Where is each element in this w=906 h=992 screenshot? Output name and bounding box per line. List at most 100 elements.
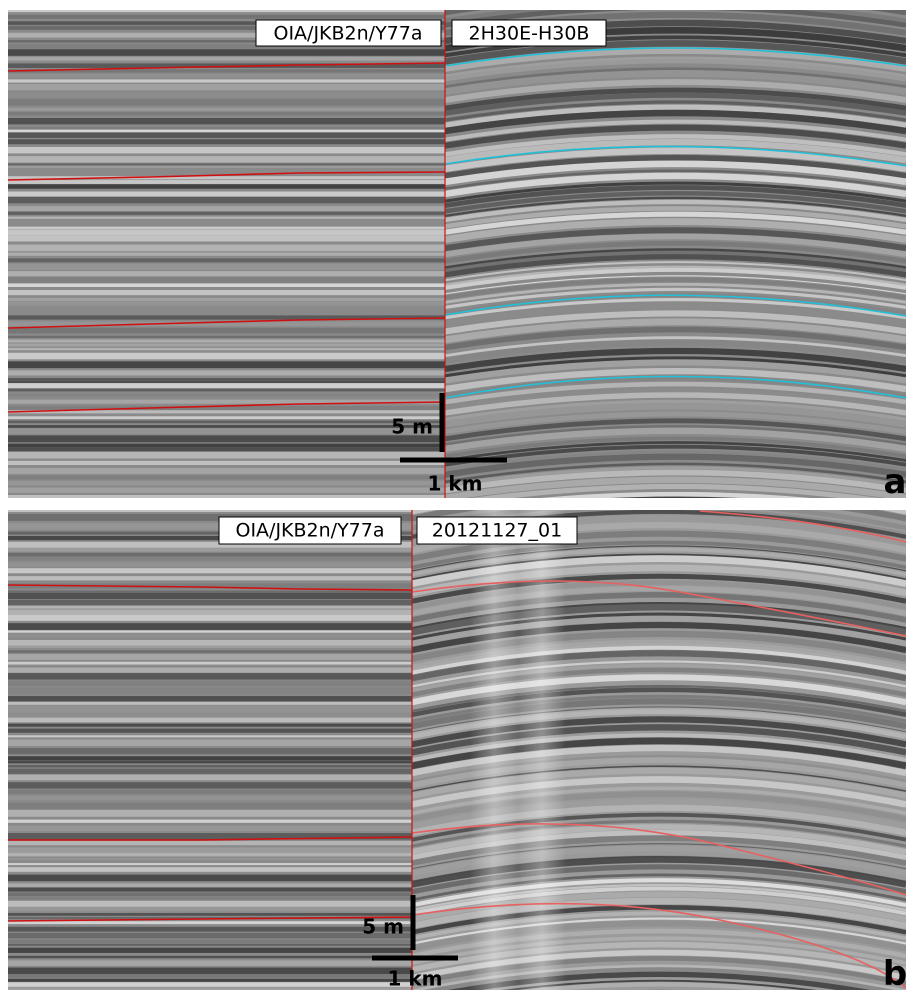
- horizontal-scale: 1 km: [427, 472, 482, 496]
- layer-stripe: [445, 318, 906, 344]
- layer-stripe: [8, 955, 412, 959]
- layer-stripe: [445, 147, 906, 172]
- layer-stripe: [8, 361, 445, 369]
- layer-stripe: [445, 392, 906, 416]
- layer-stripe: [8, 614, 412, 621]
- layer-stripe: [8, 926, 412, 932]
- layer-stripe: [8, 863, 412, 866]
- layer-stripe: [445, 425, 906, 446]
- layer-stripe: [8, 782, 412, 789]
- layer-stripe: [445, 79, 906, 103]
- layer-stripe: [8, 717, 412, 723]
- layer-stripe: [8, 687, 412, 695]
- layer-stripe: [8, 583, 412, 589]
- layer-stripe: [8, 40, 445, 43]
- layer-stripe: [445, 240, 906, 264]
- layer-stripe: [8, 258, 445, 263]
- layer-stripe: [445, 261, 906, 282]
- horizon: [8, 836, 413, 841]
- layer-stripe: [8, 184, 445, 189]
- layer-stripe: [8, 556, 412, 561]
- layer-stripe: [8, 531, 412, 535]
- layer-stripe: [445, 35, 906, 58]
- layer-stripe: [8, 163, 445, 166]
- layer-stripe: [8, 92, 445, 97]
- layer-stripe: [8, 795, 412, 800]
- layer-stripe: [8, 756, 412, 761]
- layer-stripe: [8, 982, 412, 987]
- layer-stripe: [445, 356, 906, 378]
- layer-stripe: [445, 87, 906, 111]
- layer-stripe: [8, 943, 412, 946]
- layer-stripe: [8, 343, 445, 347]
- layer-stripe: [445, 172, 906, 198]
- layer-stripe: [445, 462, 906, 484]
- right-tag: 20121127_01: [432, 520, 562, 542]
- tag-box: [416, 516, 578, 545]
- layer-stripe: [8, 535, 412, 541]
- layer-stripe: [8, 308, 445, 315]
- horizon: [7, 401, 446, 413]
- layer-stripe: [8, 146, 445, 154]
- layer-stripe: [445, 181, 906, 203]
- horizon: [444, 145, 906, 167]
- layer-stripe: [445, 104, 906, 128]
- layer-stripe: [8, 916, 412, 920]
- layer-stripe: [8, 301, 445, 306]
- layer-stripe: [8, 599, 412, 606]
- layer-stripe: [8, 513, 412, 521]
- layer-stripe: [8, 211, 445, 215]
- layer-stripe: [8, 220, 445, 227]
- layer-stripe: [8, 352, 445, 360]
- layer-stripe: [8, 410, 445, 414]
- layer-stripe: [8, 435, 445, 443]
- layer-stripe: [8, 900, 412, 907]
- horizon: [7, 916, 413, 922]
- layer-stripe: [445, 134, 906, 157]
- layer-stripe: [445, 367, 906, 393]
- layer-stripe: [8, 277, 445, 283]
- layer-stripe: [8, 10, 445, 13]
- layer-stripe: [8, 467, 445, 474]
- layer-stripe: [8, 289, 445, 296]
- layer-stripe: [445, 444, 906, 467]
- layer-stripe: [8, 216, 445, 219]
- layer-stripe: [8, 932, 412, 939]
- layer-stripe: [8, 673, 412, 680]
- layer-stripe: [445, 411, 906, 435]
- layer-stripe: [8, 987, 412, 990]
- layer-stripe: [540, 491, 811, 498]
- layer-stripe: [8, 705, 412, 713]
- layer-stripe: [445, 67, 906, 89]
- horizons: [7, 510, 906, 990]
- layer-stripe: [8, 552, 412, 557]
- layer-stripe: [445, 436, 906, 459]
- layer-stripe: [8, 960, 412, 966]
- layer-stripe: [445, 359, 906, 384]
- layer-stripe: [8, 132, 445, 138]
- layer-stripe: [8, 420, 445, 424]
- bright-band: [470, 510, 630, 990]
- horizontal-scale: 1 km: [387, 967, 442, 991]
- layer-stripe: [8, 735, 412, 738]
- layer-stripe: [8, 56, 445, 61]
- layer-stripe: [445, 169, 906, 190]
- layer-stripe: [445, 185, 906, 208]
- tag-box: [451, 19, 607, 47]
- layer-stripe: [8, 378, 445, 381]
- layer-stripe: [8, 510, 412, 513]
- layer-stripe: [8, 428, 445, 434]
- layer-stripe: [445, 10, 906, 23]
- layer-stripe: [8, 107, 445, 111]
- layer-stripe: [445, 139, 906, 164]
- layer-stripe: [8, 447, 445, 452]
- layer-stripe: [445, 57, 906, 82]
- layer-stripe: [8, 383, 445, 389]
- layer-stripe: [8, 111, 445, 116]
- layer-stripe: [8, 728, 412, 733]
- layer-stripe: [8, 634, 412, 638]
- layer-stripe: [445, 326, 906, 351]
- layer-stripe: [445, 265, 906, 286]
- layer-stripe: [8, 156, 445, 163]
- layer-stripe: [8, 252, 445, 256]
